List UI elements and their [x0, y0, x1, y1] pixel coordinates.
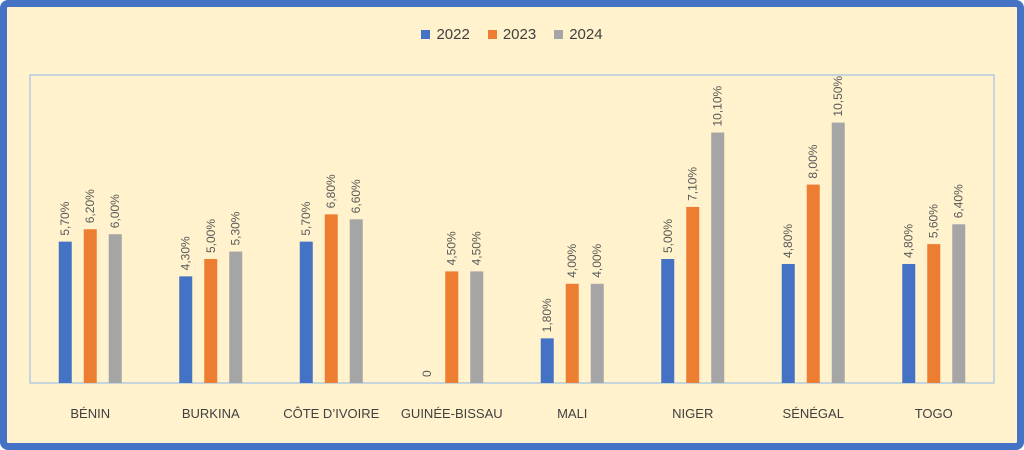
data-label-2024-5: 10,10% — [711, 85, 725, 126]
bar-2022-5 — [661, 259, 675, 383]
plot-area — [29, 74, 995, 384]
data-label-2024-4: 4,00% — [590, 243, 604, 277]
data-label-2024-1: 5,30% — [229, 211, 243, 245]
bar-2024-7 — [952, 224, 966, 383]
x-tick-label-0: BÉNIN — [70, 406, 110, 421]
data-label-2023-4: 4,00% — [565, 243, 579, 277]
data-label-2023-2: 6,80% — [324, 174, 338, 208]
x-tick-label-1: BURKINA — [182, 406, 240, 421]
bar-2023-3 — [445, 271, 459, 383]
bar-2023-7 — [927, 244, 941, 383]
data-label-2024-7: 6,40% — [952, 184, 966, 218]
bar-2024-3 — [470, 271, 484, 383]
bar-2024-2 — [349, 219, 363, 383]
bar-2022-0 — [58, 241, 72, 383]
bars-group — [58, 122, 966, 383]
data-label-2022-2: 5,70% — [299, 201, 313, 235]
bar-2023-2 — [324, 214, 338, 383]
data-label-2024-3: 4,50% — [470, 231, 484, 265]
data-label-2023-3: 4,50% — [445, 231, 459, 265]
legend-swatch-2022 — [421, 30, 431, 39]
bar-2024-1 — [229, 251, 243, 383]
data-label-2022-3: 0 — [420, 370, 434, 377]
bar-2022-7 — [902, 263, 916, 383]
bar-2023-4 — [565, 283, 579, 383]
legend-item-2022: 2022 — [421, 26, 470, 43]
legend-label-2022: 2022 — [436, 26, 470, 43]
data-label-2024-2: 6,60% — [349, 179, 363, 213]
x-tick-label-5: NIGER — [672, 406, 713, 421]
legend-item-2024: 2024 — [554, 26, 603, 43]
data-label-2023-0: 6,20% — [83, 189, 97, 223]
legend-label-2024: 2024 — [569, 26, 603, 43]
bar-2024-5 — [711, 132, 725, 383]
data-label-2022-5: 5,00% — [661, 219, 675, 253]
data-label-2023-6: 8,00% — [806, 144, 820, 178]
legend-item-2023: 2023 — [487, 26, 537, 43]
data-label-2022-0: 5,70% — [58, 201, 72, 235]
data-labels-group: 5,70% 6,20% 6,00% 4,30% 5,00% 5,30% 5,70% 6,80%… — [58, 76, 966, 377]
legend: 2022 2023 2024 — [0, 26, 1024, 43]
x-tick-label-2: CÔTE D’IVOIRE — [283, 406, 379, 421]
legend-swatch-2024 — [554, 30, 564, 39]
data-label-2024-6: 10,50% — [831, 76, 845, 117]
data-label-2022-6: 4,80% — [781, 224, 795, 258]
x-tick-label-6: SÉNÉGAL — [783, 406, 844, 421]
bar-2024-0 — [108, 234, 122, 383]
data-label-2022-7: 4,80% — [902, 224, 916, 258]
bar-2022-1 — [179, 276, 193, 383]
x-tick-label-4: MALI — [557, 406, 587, 421]
data-label-2024-0: 6,00% — [108, 194, 122, 228]
data-label-2023-5: 7,10% — [686, 167, 700, 201]
bar-2023-6 — [806, 184, 820, 383]
bar-2022-2 — [299, 241, 313, 383]
bar-2023-1 — [204, 259, 218, 383]
data-label-2022-4: 1,80% — [540, 298, 554, 332]
bar-2022-4 — [540, 338, 554, 383]
data-label-2022-1: 4,30% — [179, 236, 193, 270]
bar-2023-0 — [83, 229, 97, 383]
legend-label-2023: 2023 — [502, 26, 537, 43]
bar-2024-4 — [590, 283, 604, 383]
data-label-2023-7: 5,60% — [927, 204, 941, 238]
x-tick-label-7: TOGO — [915, 406, 953, 421]
bar-2024-6 — [831, 122, 845, 383]
x-tick-label-3: GUINÉE-BISSAU — [401, 406, 503, 421]
data-label-2023-1: 5,00% — [204, 219, 218, 253]
legend-swatch-2023 — [487, 30, 497, 39]
bar-2022-6 — [781, 263, 795, 383]
x-axis-ticks: BÉNIN BURKINA CÔTE D’IVOIRE GUINÉE-BISSAU MA… — [70, 406, 952, 421]
bar-2023-5 — [686, 206, 700, 383]
